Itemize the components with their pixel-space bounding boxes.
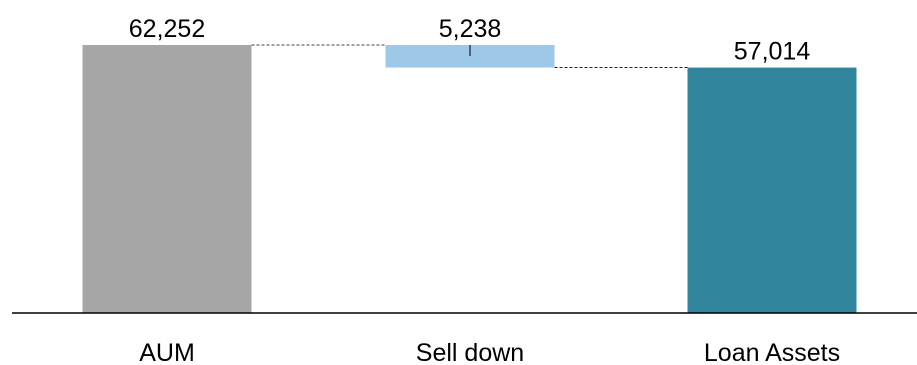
- bar-loan-assets: [687, 67, 857, 314]
- category-label: Sell down: [416, 339, 524, 365]
- bar-sell-down: [385, 45, 555, 68]
- value-labels: 62,252 5,238 57,014: [129, 15, 811, 66]
- bar-aum: [82, 45, 252, 313]
- value-label: 62,252: [129, 15, 205, 43]
- connector-lines: [251, 44, 688, 68]
- bar-group: [82, 45, 857, 314]
- value-label: 5,238: [439, 15, 502, 43]
- category-label: AUM: [139, 339, 195, 365]
- category-label: Loan Assets: [704, 339, 840, 365]
- category-labels: AUM Sell down Loan Assets: [139, 339, 840, 365]
- value-label: 57,014: [734, 38, 811, 66]
